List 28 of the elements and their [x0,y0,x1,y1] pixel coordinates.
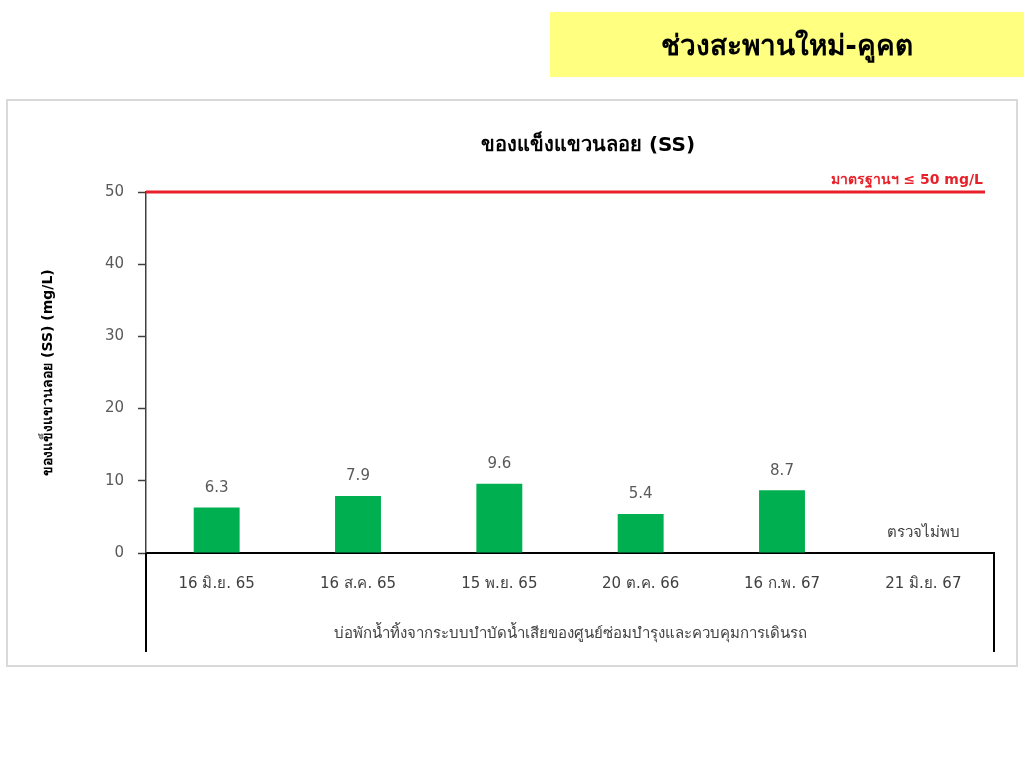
x-tick-label: 16 ส.ค. 65 [319,573,397,592]
x-axis-title: บ่อพักน้ำทิ้งจากระบบบำบัดน้ำเสียของศูนย์ซ่อมบำรุงและควบคุมการเดินรถ [333,621,807,643]
y-tick-label: 30 [104,326,124,345]
x-tick-label: 20 ต.ค. 66 [602,573,680,592]
y-tick-label: 40 [104,254,124,273]
y-tick-label: 0 [114,542,124,561]
y-tick-label: 20 [104,398,124,417]
x-tick-label: 16 ก.พ. 67 [743,573,821,592]
data-label: 7.9 [346,466,370,485]
y-axis-title: ของแข็งแขวนลอย (SS) (mg/L) [38,269,56,476]
bar [476,483,523,553]
annotation: ตรวจไม่พบ [886,523,960,542]
y-tick-label: 50 [104,181,124,200]
data-label: 9.6 [487,454,512,473]
data-label: 5.4 [628,484,653,503]
x-tick-label: 16 มิ.ย. 65 [178,573,255,592]
bar [335,495,381,553]
x-tick-label: 15 พ.ย. 65 [461,573,538,592]
data-label: 6.3 [204,477,229,496]
bar [617,514,664,553]
bar [759,490,805,553]
data-label: 8.7 [770,460,794,479]
y-tick-label: 10 [104,470,124,489]
ref-line-label: มาตรฐานฯ ≤ 50 mg/L [830,170,984,189]
chart-subtitle: ของแข็งแขวนลอย (SS) [480,131,696,157]
chart-title: ช่วงสะพานใหม่-คูคต [550,12,1024,77]
x-tick-label: 21 มิ.ย. 67 [885,573,962,592]
bar [193,507,240,553]
